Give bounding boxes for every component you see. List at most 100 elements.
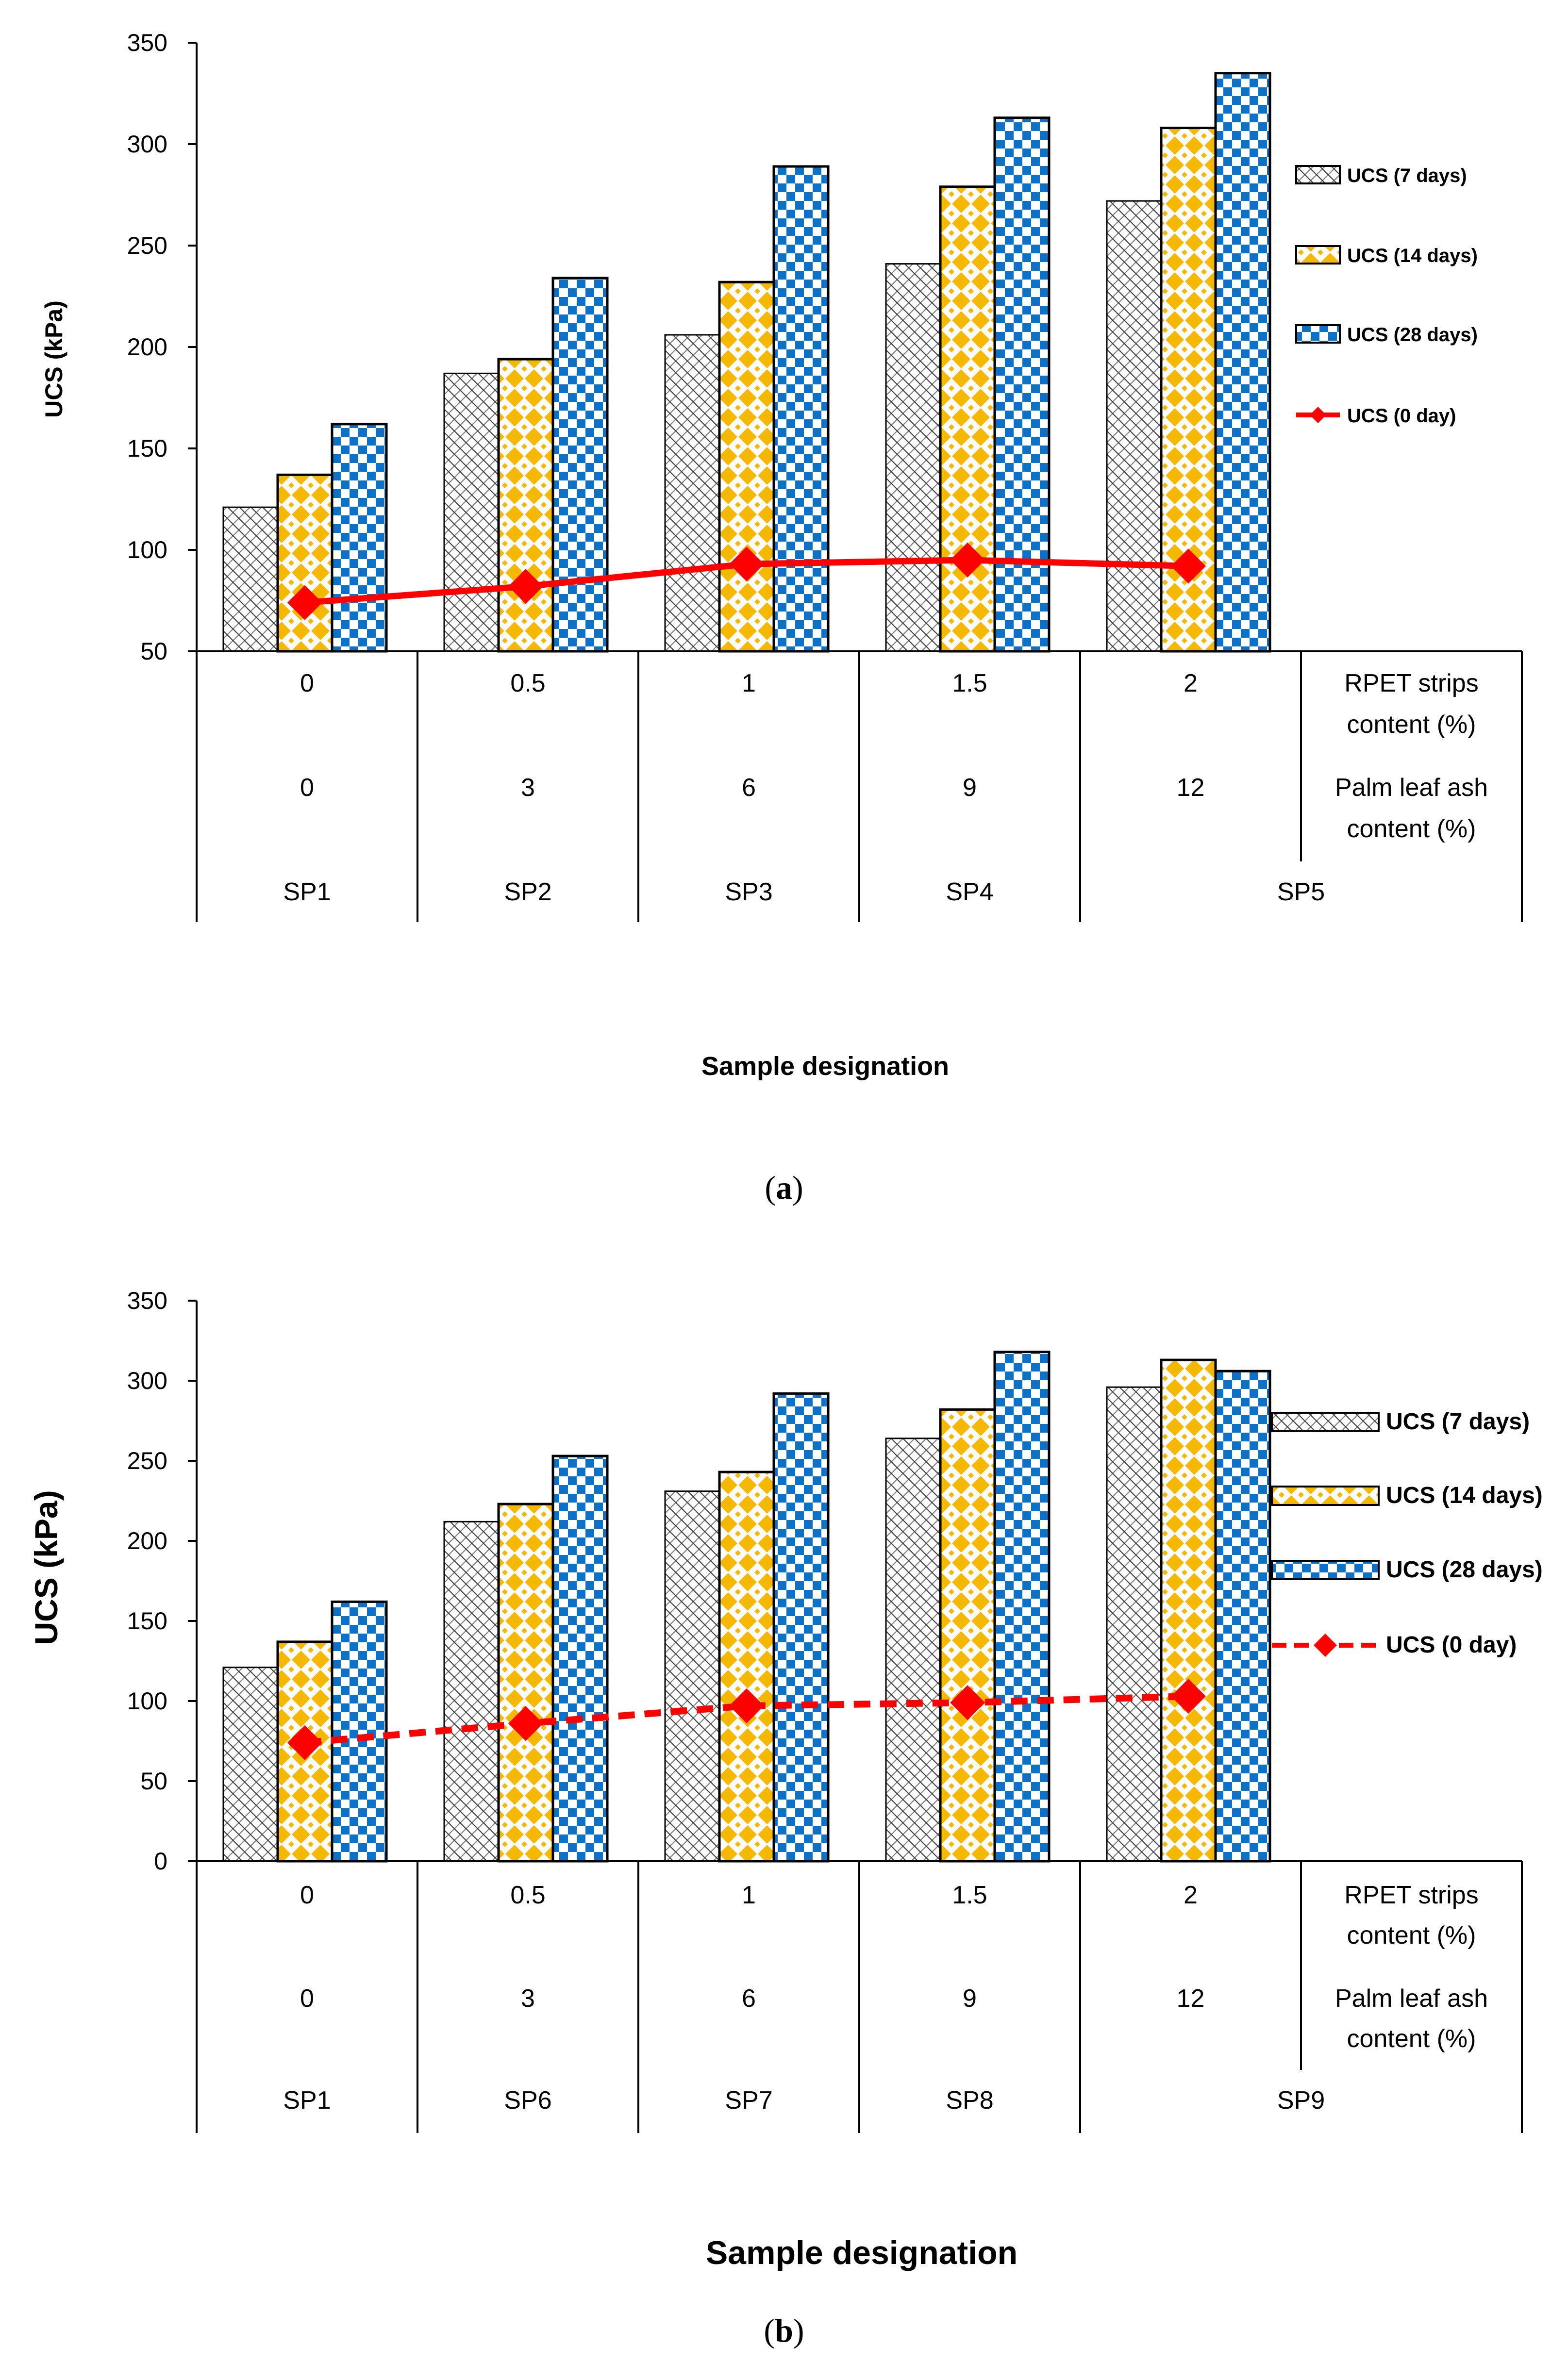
legend-swatch	[1271, 1486, 1380, 1506]
y-tick-label: 150	[127, 1607, 167, 1635]
bar	[331, 423, 388, 653]
x-axis-label: Sample designation	[701, 1052, 949, 1081]
bar	[1214, 72, 1271, 653]
legend: UCS (7 days) UCS (14 days) UCS (28 days) UC…	[1295, 165, 1478, 427]
legend-label: UCS (28 days)	[1347, 324, 1478, 346]
bar	[885, 1438, 941, 1862]
ash-value: 9	[963, 1984, 977, 2013]
y-tick-label: 100	[127, 536, 167, 563]
y-tick-label: 300	[127, 131, 167, 158]
ash-row-label: Palm leaf ash	[1335, 774, 1488, 802]
legend-swatch	[1295, 245, 1341, 264]
sample-label: SP2	[504, 878, 551, 906]
y-tick-label: 350	[127, 29, 167, 56]
ash-row-label: content (%)	[1347, 815, 1476, 843]
bar	[664, 334, 720, 652]
y-axis-label: UCS (kPa)	[28, 1490, 64, 1645]
line-marker	[950, 542, 985, 578]
legend-swatch	[1271, 1412, 1380, 1432]
rpet-value: 2	[1184, 669, 1198, 697]
ash-value: 6	[742, 1984, 756, 2013]
ash-row-label: content (%)	[1347, 2025, 1476, 2053]
series-line	[304, 1693, 1189, 1746]
line-marker	[287, 585, 322, 620]
y-tick-label: 50	[140, 638, 167, 665]
legend-marker	[1310, 407, 1326, 423]
bar	[1214, 1370, 1271, 1863]
legend-label: UCS (7 days)	[1386, 1409, 1530, 1435]
sample-label: SP6	[504, 2086, 551, 2115]
bar	[276, 473, 334, 653]
legend-swatch	[1295, 324, 1341, 344]
legend-swatch	[1295, 165, 1341, 184]
line-marker	[729, 1688, 764, 1723]
line-marker	[729, 546, 764, 582]
bar	[664, 1490, 720, 1862]
bar	[331, 1600, 388, 1863]
rpet-value: 2	[1184, 1881, 1198, 1909]
y-tick-label: 250	[127, 232, 167, 259]
legend-label: UCS (14 days)	[1347, 245, 1478, 266]
ash-value: 0	[300, 774, 314, 802]
rpet-value: 0.5	[510, 1881, 545, 1909]
y-tick-label: 350	[127, 1287, 167, 1314]
panel-caption: (a)	[765, 1169, 803, 1206]
bar	[497, 1503, 554, 1863]
sample-label: SP7	[725, 2086, 772, 2115]
panel-caption: (b)	[764, 2312, 804, 2349]
line-marker	[508, 569, 543, 604]
rpet-row-label: content (%)	[1347, 1921, 1476, 1950]
y-tick-labels: 0 50 100 150 200 250 300 350	[127, 1287, 167, 1875]
y-tick-labels: 50 100 150 200 250 300 350	[127, 29, 167, 665]
ash-value: 3	[521, 1984, 535, 2013]
panel-letter: a	[776, 1169, 792, 1206]
sample-label: SP8	[946, 2086, 993, 2115]
bar	[939, 185, 996, 653]
ash-value: 12	[1177, 774, 1205, 802]
y-axis-label: UCS (kPa)	[40, 300, 67, 418]
y-tick-label: 250	[127, 1447, 167, 1474]
line-marker	[1171, 548, 1206, 584]
rpet-value: 1.5	[952, 669, 987, 697]
line-marker	[950, 1685, 985, 1720]
bar	[443, 1521, 500, 1862]
bar	[551, 1454, 609, 1863]
rpet-row-label: RPET strips	[1344, 669, 1478, 697]
bar	[222, 1667, 279, 1862]
y-tick-label: 0	[154, 1848, 167, 1875]
ash-value: 6	[742, 774, 756, 802]
legend-label: UCS (28 days)	[1386, 1557, 1543, 1583]
ash-value: 3	[521, 774, 535, 802]
y-tick-label: 200	[127, 333, 167, 361]
legend-label: UCS (7 days)	[1347, 165, 1467, 186]
line-marker	[287, 1725, 322, 1760]
rpet-value: 1	[742, 1881, 756, 1909]
ash-value: 0	[300, 1984, 314, 2013]
sample-label: SP4	[946, 878, 993, 906]
panel-letter: b	[775, 2312, 793, 2349]
ash-value: 12	[1177, 1984, 1205, 2013]
bar	[993, 116, 1051, 653]
legend-label: UCS (0 day)	[1347, 405, 1456, 427]
ucs-0-day-line	[287, 542, 1206, 620]
bar	[772, 1392, 830, 1863]
bar	[993, 1351, 1051, 1863]
sample-label: SP9	[1277, 2086, 1325, 2115]
rpet-row-label: content (%)	[1347, 711, 1476, 739]
sample-label: SP1	[283, 2086, 331, 2115]
category-table: 0 0.5 1 1.5 2 0 3 6 9 12 SP1 SP2 SP3 SP4 SP5 RPET strip…	[196, 651, 1523, 922]
bars	[222, 1351, 1271, 1863]
ucs-0-day-line	[287, 1679, 1206, 1760]
ash-value: 9	[963, 774, 977, 802]
legend-label: UCS (14 days)	[1386, 1483, 1543, 1508]
sample-label: SP5	[1277, 878, 1325, 906]
rpet-value: 1.5	[952, 1881, 987, 1909]
rpet-value: 0	[300, 669, 314, 697]
legend-label: UCS (0 day)	[1386, 1632, 1517, 1658]
x-axis-label: Sample designation	[706, 2234, 1018, 2271]
bar	[939, 1408, 996, 1863]
y-tick-label: 50	[140, 1768, 167, 1795]
ash-row-label: Palm leaf ash	[1335, 1984, 1488, 2013]
y-tick-label: 100	[127, 1687, 167, 1715]
rpet-value: 0.5	[510, 669, 545, 697]
